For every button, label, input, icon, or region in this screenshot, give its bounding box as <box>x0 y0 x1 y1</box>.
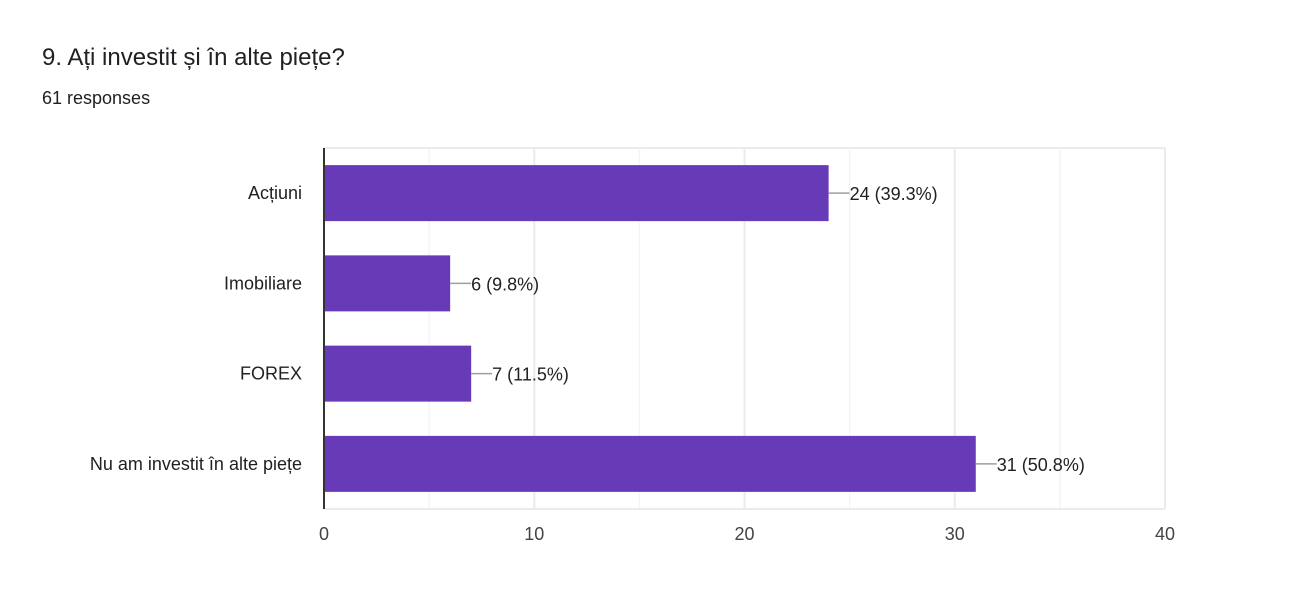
category-label: Acțiuni <box>248 183 302 203</box>
x-tick-label: 10 <box>524 524 544 544</box>
data-label: 6 (9.8%) <box>471 274 539 294</box>
category-label: FOREX <box>240 364 302 384</box>
response-count: 61 responses <box>42 88 151 108</box>
bar-1 <box>324 255 451 312</box>
data-label: 24 (39.3%) <box>850 184 938 204</box>
x-tick-label: 20 <box>734 524 754 544</box>
bar-2 <box>324 345 472 402</box>
data-label: 31 (50.8%) <box>997 455 1085 475</box>
data-label: 7 (11.5%) <box>492 365 569 385</box>
x-tick-label: 30 <box>945 524 965 544</box>
bar-3 <box>324 435 976 492</box>
x-tick-label: 0 <box>319 524 329 544</box>
x-tick-label: 40 <box>1155 524 1175 544</box>
bar-0 <box>324 165 829 222</box>
category-label: Imobiliare <box>224 273 302 293</box>
category-label: Nu am investit în alte piețe <box>90 454 302 474</box>
question-title: 9. Ați investit și în alte piețe? <box>42 44 345 71</box>
